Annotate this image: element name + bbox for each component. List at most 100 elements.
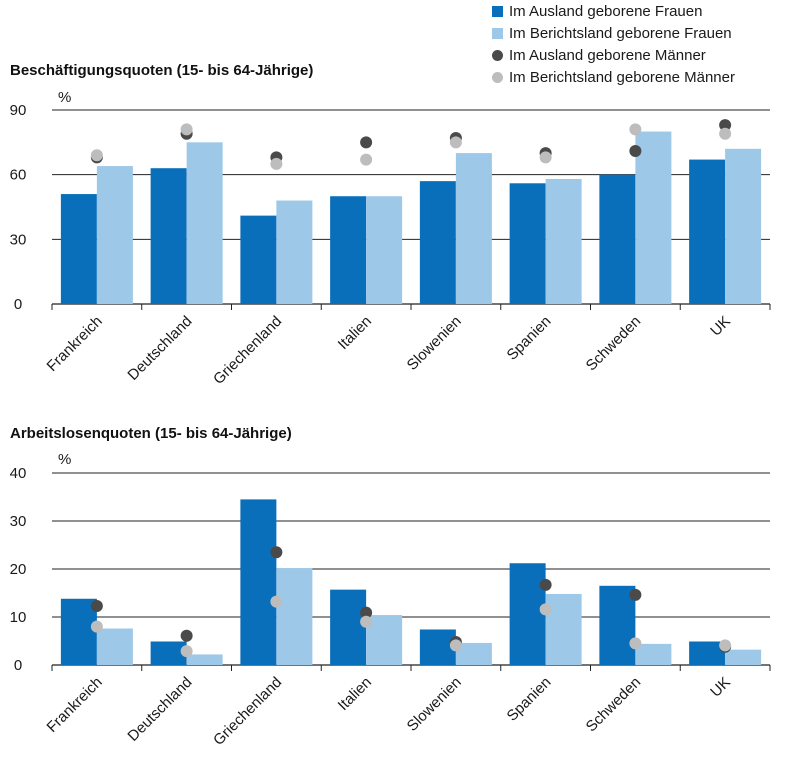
unemployment-dot-native-men <box>449 639 462 652</box>
unemployment-y-unit: % <box>58 451 72 468</box>
legend: Im Ausland geborene Frauen Im Berichtsla… <box>492 0 735 88</box>
employment-y-tick-label: 0 <box>14 296 22 313</box>
unemployment-x-tick-label: Schweden <box>583 674 645 736</box>
legend-swatch-foreign-men <box>492 49 503 61</box>
unemployment-dot-foreign-men <box>180 629 193 642</box>
unemployment-dot-foreign-men <box>539 578 552 591</box>
unemployment-dot-foreign-men <box>629 588 642 601</box>
unemployment-chart-title: Arbeitslosenquoten (15- bis 64-Jährige) <box>10 425 292 442</box>
employment-x-tick-label: UK <box>707 313 734 340</box>
employment-dot-foreign-men <box>629 144 642 157</box>
employment-dot-native-men <box>629 123 642 136</box>
employment-x-tick-label: Deutschland <box>124 313 195 384</box>
unemployment-x-tick-label: Deutschland <box>124 674 195 745</box>
unemployment-chart: 0 10 20 30 40 Frankreich Deutschland Griechenla… <box>10 465 771 749</box>
unemployment-bar-native-women <box>366 615 403 665</box>
unemployment-bar-foreign-women <box>240 499 277 665</box>
unemployment-x-tick-label: Italien <box>335 674 375 714</box>
employment-bar-native-women <box>635 131 672 304</box>
unemployment-y-tick-label: 40 <box>10 465 27 482</box>
unemployment-x-tick-label: UK <box>707 674 734 701</box>
employment-bar-foreign-women <box>60 194 97 304</box>
unemployment-bar-native-women <box>725 649 762 665</box>
legend-swatch-native-men <box>492 71 503 83</box>
employment-y-tick-label: 90 <box>10 102 27 119</box>
legend-label-foreign-women: Im Ausland geborene Frauen <box>509 2 703 20</box>
unemployment-dot-native-men <box>180 645 193 658</box>
unemployment-dot-native-men <box>270 595 283 608</box>
unemployment-bar-foreign-women <box>689 641 726 665</box>
unemployment-y-tick-label: 0 <box>14 657 22 674</box>
legend-item-foreign-women: Im Ausland geborene Frauen <box>492 0 735 22</box>
employment-chart-title: Beschäftigungsquoten (15- bis 64-Jährige… <box>10 62 314 79</box>
employment-x-tick-label: Frankreich <box>44 313 106 375</box>
legend-swatch-foreign-women <box>492 5 503 17</box>
employment-bar-foreign-women <box>240 215 277 304</box>
unemployment-dot-foreign-men <box>270 546 283 559</box>
employment-dot-native-men <box>180 123 193 136</box>
legend-label-native-women: Im Berichtsland geborene Frauen <box>509 24 732 42</box>
unemployment-dot-foreign-men <box>90 599 103 612</box>
employment-y-tick-label: 60 <box>10 167 27 184</box>
unemployment-bar-foreign-women <box>60 598 97 665</box>
employment-bar-native-women <box>366 196 403 304</box>
unemployment-y-tick-label: 30 <box>10 513 27 530</box>
unemployment-dot-native-men <box>90 620 103 633</box>
employment-dot-native-men <box>270 157 283 170</box>
employment-bar-foreign-women <box>509 183 546 304</box>
legend-item-native-women: Im Berichtsland geborene Frauen <box>492 22 735 44</box>
unemployment-bar-native-women <box>545 593 582 665</box>
unemployment-bar-foreign-women <box>599 585 636 665</box>
legend-swatch-native-women <box>492 27 503 39</box>
employment-chart: 0 30 60 90 Frankreich Deutschland Griechenland… <box>10 102 771 388</box>
employment-bar-foreign-women <box>689 159 726 304</box>
employment-dot-native-men <box>360 153 373 166</box>
unemployment-x-tick-label: Spanien <box>503 674 554 725</box>
unemployment-bar-native-women <box>455 642 492 665</box>
legend-item-native-men: Im Berichtsland geborene Männer <box>492 66 735 88</box>
unemployment-y-tick-label: 20 <box>10 561 27 578</box>
unemployment-bar-native-women <box>276 568 313 665</box>
unemployment-bar-foreign-women <box>150 641 187 665</box>
unemployment-bar-foreign-women <box>330 589 367 665</box>
unemployment-dot-foreign-men <box>360 606 373 619</box>
employment-bar-foreign-women <box>330 196 367 304</box>
employment-bar-native-women <box>186 142 223 304</box>
employment-bar-native-women <box>725 148 762 304</box>
unemployment-dot-native-men <box>719 639 732 652</box>
employment-dot-foreign-men <box>719 119 732 132</box>
employment-x-tick-label: Italien <box>335 313 375 353</box>
unemployment-y-tick-label: 10 <box>10 609 27 626</box>
legend-label-foreign-men: Im Ausland geborene Männer <box>509 46 706 64</box>
legend-item-foreign-men: Im Ausland geborene Männer <box>492 44 735 66</box>
unemployment-x-tick-label: Griechenland <box>210 674 285 749</box>
employment-y-unit: % <box>58 89 72 106</box>
employment-x-tick-label: Spanien <box>503 313 554 364</box>
unemployment-x-tick-label: Slowenien <box>404 674 465 735</box>
employment-x-tick-label: Schweden <box>583 313 645 375</box>
unemployment-bar-foreign-women <box>419 629 456 665</box>
unemployment-bar-native-women <box>186 654 223 665</box>
employment-bar-foreign-women <box>150 168 187 304</box>
employment-bar-native-women <box>545 178 582 304</box>
employment-x-tick-label: Griechenland <box>210 313 285 388</box>
employment-bar-foreign-women <box>599 174 636 304</box>
employment-dot-native-men <box>449 136 462 149</box>
employment-dot-native-men <box>719 127 732 140</box>
unemployment-dot-native-men <box>539 603 552 616</box>
employment-dot-native-men <box>539 151 552 164</box>
employment-bar-native-women <box>276 200 313 304</box>
unemployment-x-tick-label: Frankreich <box>44 674 106 736</box>
employment-dot-foreign-men <box>360 136 373 149</box>
employment-y-tick-label: 30 <box>10 231 27 248</box>
employment-bar-foreign-women <box>419 181 456 304</box>
employment-bar-native-women <box>96 166 133 304</box>
unemployment-dot-native-men <box>629 637 642 650</box>
legend-label-native-men: Im Berichtsland geborene Männer <box>509 68 735 86</box>
unemployment-bar-foreign-women <box>509 563 546 665</box>
unemployment-bar-native-women <box>635 643 672 665</box>
unemployment-bar-native-women <box>96 628 133 665</box>
unemployment-dot-native-men <box>360 615 373 628</box>
employment-dot-native-men <box>90 149 103 162</box>
